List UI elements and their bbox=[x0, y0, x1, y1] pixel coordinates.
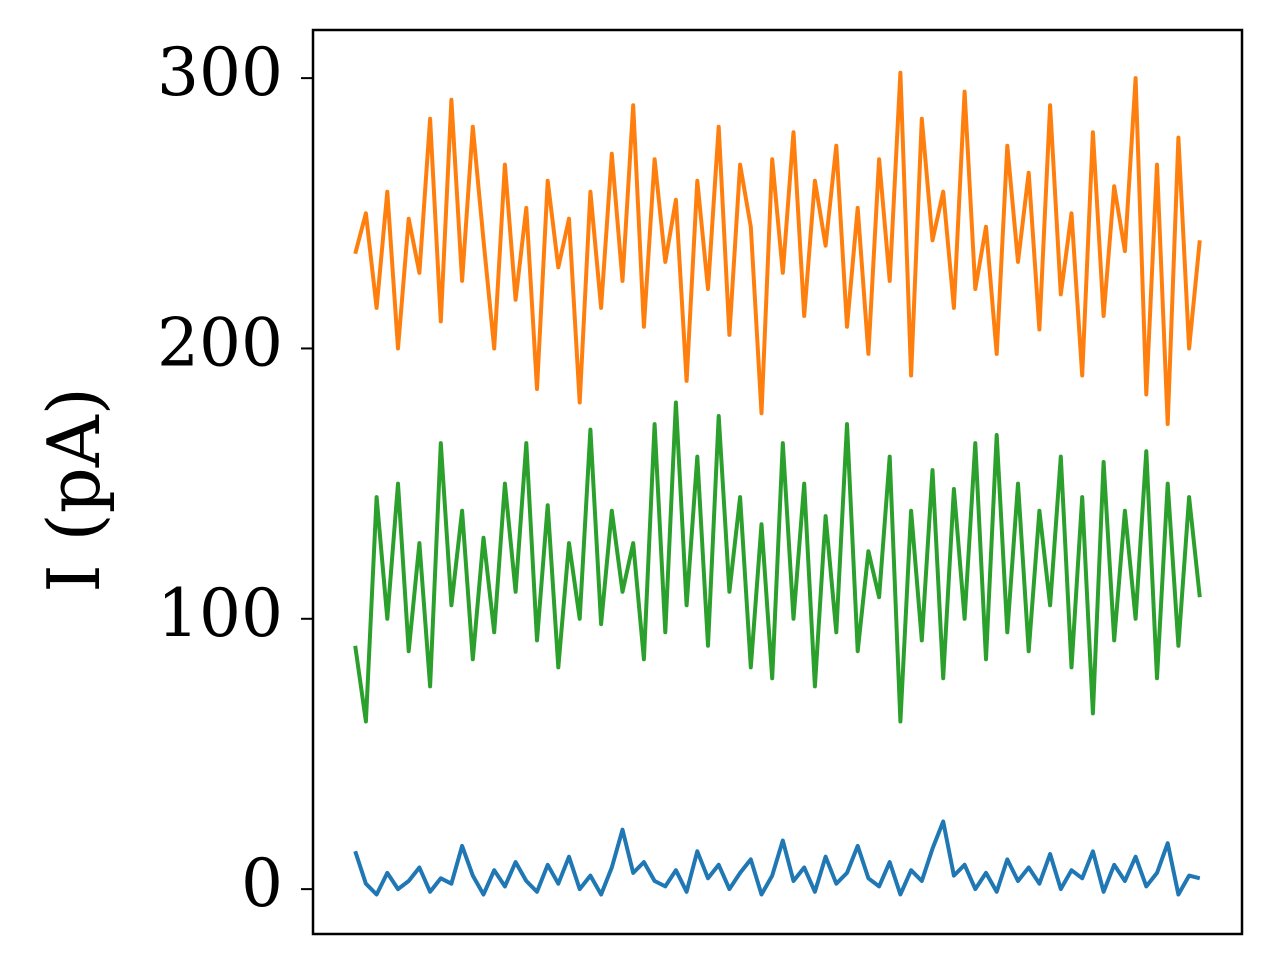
y-tick-label: 200 bbox=[157, 304, 283, 381]
y-tick-label: 100 bbox=[157, 575, 283, 652]
plot-frame bbox=[311, 28, 1244, 936]
series-line bbox=[353, 819, 1201, 897]
y-axis-label: I (pA) bbox=[32, 387, 116, 593]
y-tick-label: 0 bbox=[241, 845, 283, 922]
y-tick-label: 300 bbox=[157, 34, 283, 111]
series-line bbox=[353, 400, 1202, 724]
series-line bbox=[353, 70, 1202, 427]
